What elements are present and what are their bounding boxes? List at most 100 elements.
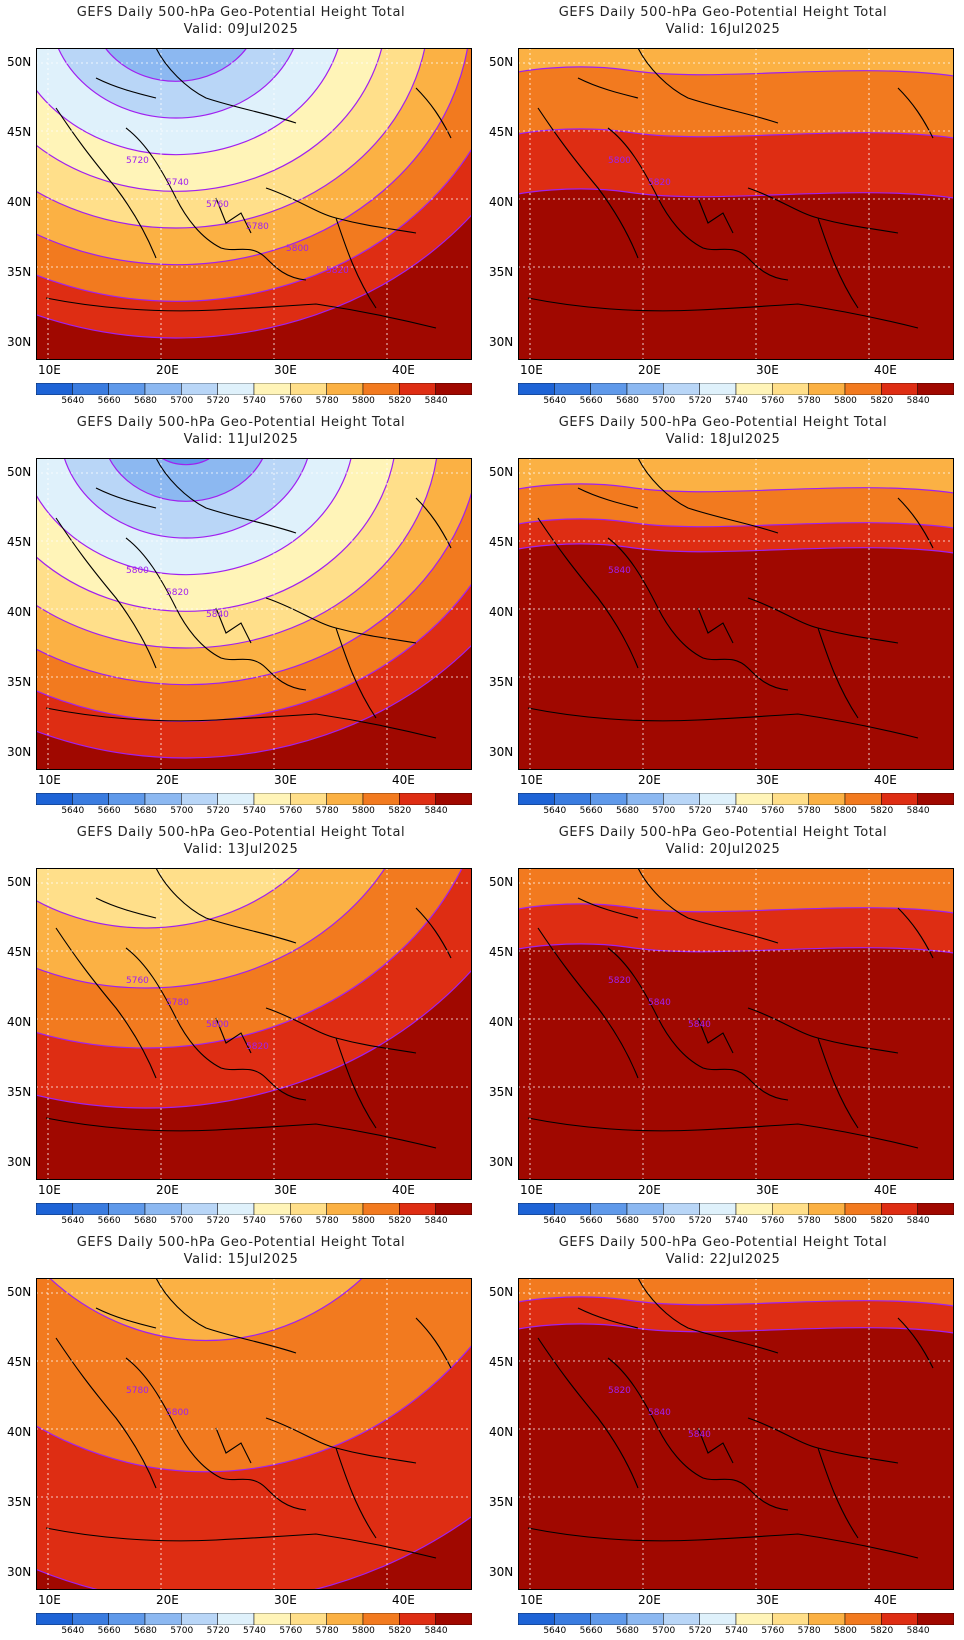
- latitude-label: 30N: [489, 335, 514, 349]
- colorbar-swatch: [844, 792, 882, 806]
- colorbar-swatch: [554, 1612, 591, 1626]
- longitude-label: 20E: [638, 773, 661, 787]
- colorbar-swatch: [626, 1202, 664, 1216]
- colorbar-swatch: [108, 792, 146, 806]
- longitude-label: 20E: [156, 1593, 179, 1607]
- colorbar-tick-label: 5760: [279, 806, 303, 816]
- height-contour-band: [518, 48, 954, 77]
- colorbar-tick-label: 5840: [906, 806, 930, 816]
- latitude-label: 40N: [489, 605, 514, 619]
- contour-label: 5780: [126, 1386, 149, 1396]
- colorbar-tick-label: 5660: [97, 396, 121, 406]
- height-contour-region: [108, 458, 264, 502]
- gph-panel: GEFS Daily 500-hPa Geo-Potential Height …: [482, 820, 964, 1230]
- colorbar: [35, 790, 473, 806]
- contour-label: 5840: [648, 1408, 671, 1418]
- panel-valid-date: Valid: 15Jul2025: [183, 1252, 299, 1267]
- map-area: 5800 5820 5840: [36, 458, 472, 770]
- colorbar-tick-label: 5800: [352, 806, 375, 816]
- colorbar-tick-label: 5780: [315, 1216, 339, 1226]
- colorbar-tick-label: 5640: [543, 806, 567, 816]
- colorbar-tick-label: 5660: [579, 396, 603, 406]
- colorbar-swatch: [108, 382, 146, 396]
- colorbar-swatch: [362, 1202, 400, 1216]
- colorbar-swatch: [35, 382, 73, 396]
- colorbar-swatch: [181, 1202, 218, 1216]
- colorbar: [517, 1200, 955, 1216]
- latitude-label: 40N: [489, 195, 514, 209]
- latitude-label: 50N: [7, 875, 32, 889]
- colorbar-tick-label: 5740: [243, 806, 266, 816]
- colorbar-tick-label: 5680: [134, 806, 157, 816]
- colorbar-tick-label: 5720: [206, 396, 230, 406]
- colorbar-tick-label: 5820: [870, 1216, 894, 1226]
- latitude-label: 40N: [7, 1425, 32, 1439]
- colorbar-tick-label: 5760: [279, 396, 303, 406]
- colorbar-swatch: [590, 1202, 628, 1216]
- colorbar-tick-label: 5760: [279, 1216, 303, 1226]
- colorbar-tick-label: 5840: [906, 396, 930, 406]
- colorbar-swatch: [917, 1612, 955, 1626]
- contour-map: 5800 5820: [518, 48, 954, 360]
- longitude-label: 20E: [156, 773, 179, 787]
- panel-valid-date: Valid: 22Jul2025: [665, 1252, 781, 1267]
- latitude-label: 35N: [7, 265, 32, 279]
- colorbar-tick-label: 5700: [652, 396, 676, 406]
- colorbar-tick-label: 5720: [688, 1626, 712, 1636]
- map-area: 5720 5740 5760 5780 5800 5820: [36, 48, 472, 360]
- colorbar-swatch: [144, 1612, 182, 1626]
- colorbar-swatch: [253, 792, 291, 806]
- contour-label: 5840: [688, 1430, 711, 1440]
- longitude-label: 10E: [520, 363, 543, 377]
- contour-label: 5820: [608, 976, 631, 986]
- latitude-label: 35N: [489, 675, 514, 689]
- colorbar-tick-label: 5700: [170, 1626, 194, 1636]
- colorbar-swatch: [808, 792, 846, 806]
- longitude-label: 30E: [756, 1183, 779, 1197]
- colorbar-tick-label: 5640: [543, 396, 567, 406]
- colorbar-swatch: [326, 792, 364, 806]
- colorbar: [517, 1610, 955, 1626]
- colorbar-tick-label: 5800: [834, 1216, 857, 1226]
- height-contour-band: [518, 458, 954, 494]
- colorbar-tick-label: 5820: [388, 396, 412, 406]
- contour-label: 5840: [206, 610, 229, 620]
- panel-valid-date: Valid: 13Jul2025: [183, 842, 299, 857]
- colorbar-tick-label: 5740: [725, 1216, 748, 1226]
- contour-map: 5800 5820 5840: [36, 458, 472, 770]
- colorbar-swatch: [699, 382, 737, 396]
- colorbar-swatch: [663, 382, 700, 396]
- longitude-label: 40E: [874, 773, 897, 787]
- colorbar-swatch: [590, 382, 628, 396]
- colorbar-tick-label: 5780: [315, 1626, 339, 1636]
- latitude-label: 35N: [7, 1495, 32, 1509]
- gph-panel: GEFS Daily 500-hPa Geo-Potential Height …: [482, 0, 964, 410]
- latitude-label: 35N: [489, 265, 514, 279]
- colorbar: [35, 380, 473, 396]
- longitude-label: 20E: [156, 1183, 179, 1197]
- contour-label: 5800: [166, 1408, 189, 1418]
- colorbar-swatch: [881, 382, 918, 396]
- latitude-label: 45N: [489, 945, 514, 959]
- panel-title: GEFS Daily 500-hPa Geo-Potential Height …: [558, 415, 888, 430]
- latitude-label: 45N: [7, 125, 32, 139]
- colorbar-swatch: [735, 1612, 773, 1626]
- colorbar-swatch: [72, 1202, 109, 1216]
- colorbar-swatch: [735, 792, 773, 806]
- colorbar-tick-label: 5840: [906, 1626, 930, 1636]
- colorbar-tick-label: 5700: [170, 396, 194, 406]
- colorbar-swatch: [399, 1612, 436, 1626]
- colorbar-swatch: [326, 382, 364, 396]
- colorbar-swatch: [554, 382, 591, 396]
- colorbar-tick-label: 5840: [424, 396, 448, 406]
- latitude-label: 50N: [489, 1285, 514, 1299]
- colorbar-swatch: [181, 1612, 218, 1626]
- panel-title: GEFS Daily 500-hPa Geo-Potential Height …: [76, 5, 406, 20]
- colorbar-swatch: [435, 1612, 473, 1626]
- colorbar-swatch: [844, 382, 882, 396]
- colorbar-swatch: [217, 382, 255, 396]
- colorbar-swatch: [554, 792, 591, 806]
- contour-map: 5840: [518, 458, 954, 770]
- colorbar-swatch: [772, 1202, 809, 1216]
- colorbar-tick-label: 5840: [424, 1626, 448, 1636]
